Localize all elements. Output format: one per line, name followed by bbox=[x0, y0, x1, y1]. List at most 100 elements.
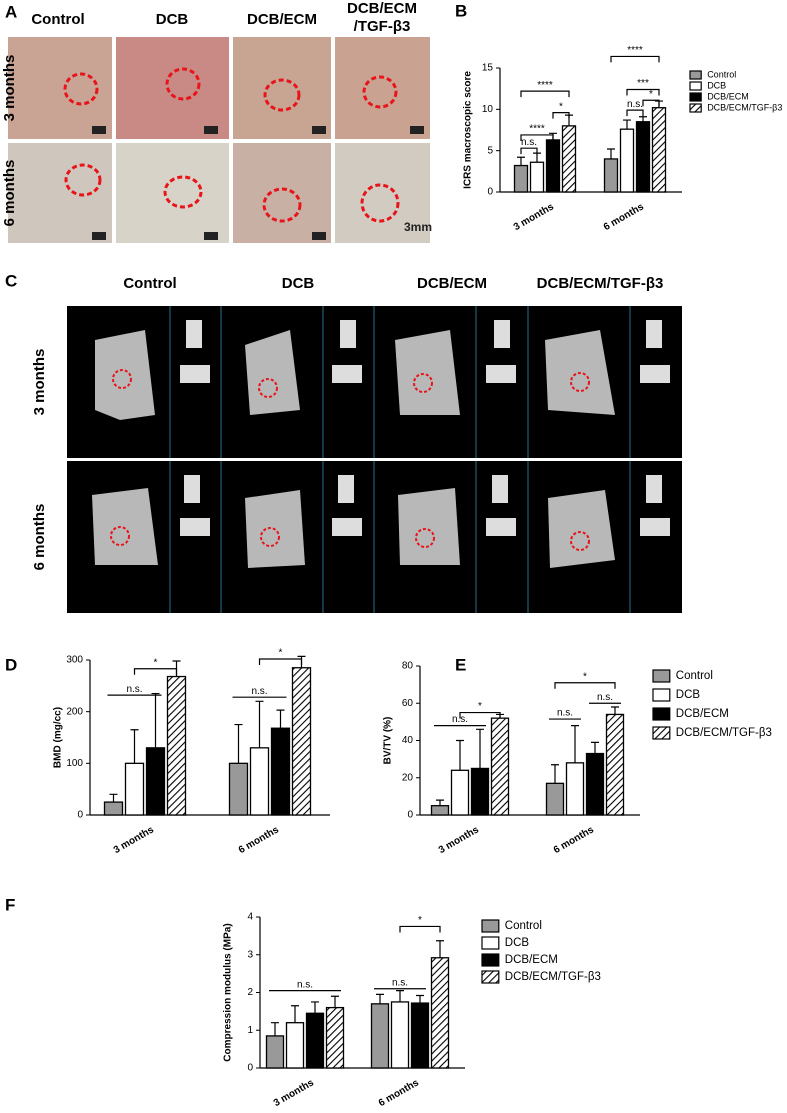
y-axis-title: Compression modulus (MPa) bbox=[223, 923, 234, 1061]
bar bbox=[470, 767, 490, 816]
significance-label: n.s. bbox=[627, 99, 643, 110]
y-tick-label: 20 bbox=[402, 772, 414, 783]
panel-label: A bbox=[5, 2, 17, 21]
significance-label: * bbox=[279, 648, 283, 659]
bar bbox=[513, 164, 529, 193]
y-tick-label: 3 bbox=[247, 949, 253, 960]
bar bbox=[450, 769, 470, 816]
column-label: DCB bbox=[282, 275, 315, 292]
x-tick-label: 3 months bbox=[437, 824, 481, 856]
x-tick-label: 6 months bbox=[377, 1077, 421, 1109]
y-tick-label: 100 bbox=[66, 758, 83, 769]
error-bar bbox=[639, 116, 647, 122]
significance-bracket bbox=[520, 134, 554, 141]
legend-swatch bbox=[652, 726, 671, 740]
error-bar bbox=[456, 739, 464, 771]
panel-label: E bbox=[455, 655, 466, 674]
significance-label: **** bbox=[537, 80, 553, 91]
error-bar bbox=[623, 119, 631, 130]
x-tick-label: 6 months bbox=[602, 201, 646, 233]
bar bbox=[545, 782, 565, 816]
x-tick-label: 3 months bbox=[112, 824, 156, 856]
column-label: Control bbox=[31, 11, 84, 28]
legend-swatch bbox=[689, 103, 702, 113]
significance-label: *** bbox=[637, 78, 649, 89]
legend-swatch bbox=[481, 953, 500, 967]
significance-bracket bbox=[520, 90, 570, 98]
error-bar bbox=[533, 152, 541, 163]
error-bar bbox=[376, 993, 384, 1004]
error-bar bbox=[109, 793, 118, 803]
bar bbox=[651, 107, 667, 193]
error-bar bbox=[271, 1022, 279, 1036]
error-bar bbox=[291, 1005, 299, 1023]
panel-label: F bbox=[5, 895, 15, 914]
error-bar bbox=[436, 940, 444, 958]
y-tick-label: 0 bbox=[487, 187, 493, 198]
error-bar bbox=[416, 994, 424, 1004]
x-tick-label: 3 months bbox=[272, 1077, 316, 1109]
legend-label: DCB/ECM/TGF-β3 bbox=[676, 727, 772, 739]
y-tick-label: 80 bbox=[402, 661, 414, 672]
legend-label: Control bbox=[676, 670, 713, 682]
significance-label: n.s. bbox=[297, 979, 313, 990]
legend-swatch bbox=[481, 936, 500, 950]
significance-label: * bbox=[154, 657, 158, 668]
bar bbox=[325, 1006, 345, 1069]
significance-bracket bbox=[459, 711, 501, 719]
scale-label: 3mm bbox=[404, 220, 432, 234]
y-tick-label: 0 bbox=[77, 810, 83, 821]
x-tick-label: 6 months bbox=[237, 824, 281, 856]
significance-label: n.s. bbox=[251, 686, 267, 697]
x-tick-label: 6 months bbox=[552, 824, 596, 856]
y-tick-label: 40 bbox=[402, 735, 414, 746]
error-bar bbox=[517, 156, 525, 166]
significance-bracket bbox=[520, 147, 538, 155]
legend-label: DCB/ECM/TGF-β3 bbox=[505, 971, 601, 983]
significance-label: * bbox=[478, 701, 482, 712]
significance-label: * bbox=[649, 89, 653, 100]
bar bbox=[166, 675, 187, 816]
y-tick-label: 1 bbox=[247, 1025, 253, 1036]
significance-label: n.s. bbox=[392, 977, 408, 988]
bar bbox=[145, 747, 166, 816]
bar bbox=[228, 762, 249, 816]
y-tick-label: 60 bbox=[402, 698, 414, 709]
column-label: /TGF-β3 bbox=[354, 18, 411, 35]
error-bar bbox=[476, 728, 484, 769]
y-tick-label: 0 bbox=[407, 810, 413, 821]
error-bar bbox=[551, 764, 559, 784]
significance-label: n.s. bbox=[521, 137, 537, 148]
y-axis-title: BMD (mg/cc) bbox=[53, 707, 64, 768]
legend-swatch bbox=[481, 970, 500, 984]
significance-bracket bbox=[626, 109, 644, 117]
bar bbox=[545, 139, 561, 193]
y-axis-title: ICRS macroscopic score bbox=[463, 71, 474, 189]
error-bar bbox=[591, 741, 599, 754]
error-bar bbox=[611, 706, 619, 715]
column-label: DCB/ECM/TGF-β3 bbox=[537, 275, 664, 292]
bar bbox=[124, 762, 145, 816]
legend-swatch bbox=[652, 707, 671, 721]
significance-bracket bbox=[258, 658, 303, 665]
y-tick-label: 4 bbox=[247, 912, 253, 923]
bar bbox=[291, 667, 312, 816]
significance-label: **** bbox=[627, 45, 643, 56]
significance-bracket bbox=[552, 112, 570, 119]
bar bbox=[603, 158, 619, 193]
error-bar bbox=[234, 723, 243, 764]
legend-label: DCB/ECM bbox=[707, 91, 749, 101]
legend-label: Control bbox=[707, 69, 736, 79]
bar bbox=[490, 717, 510, 816]
error-bar bbox=[436, 799, 444, 806]
legend-swatch bbox=[689, 81, 702, 91]
bar bbox=[605, 713, 625, 816]
column-label: DCB/ECM bbox=[417, 275, 487, 292]
error-bar bbox=[571, 725, 579, 763]
column-label: DCB bbox=[156, 11, 189, 28]
bar bbox=[561, 125, 577, 193]
bar bbox=[265, 1035, 285, 1069]
bar bbox=[410, 1002, 430, 1069]
error-bar bbox=[311, 1001, 319, 1014]
